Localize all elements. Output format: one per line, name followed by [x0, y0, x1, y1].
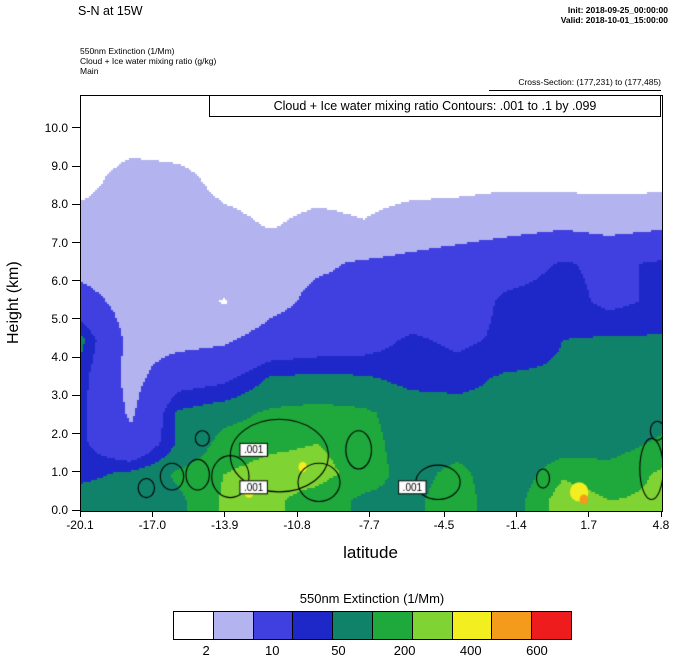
x-tick-label: -20.1: [66, 518, 94, 532]
legend-color-cell: [333, 612, 373, 639]
x-tick: [660, 511, 662, 517]
legend-color-cell: [532, 612, 571, 639]
legend-color-cell: [253, 612, 294, 639]
y-tick: [72, 471, 80, 473]
legend-color-cell: [452, 612, 493, 639]
x-tick: [368, 511, 370, 517]
legend-color-cell: [412, 612, 453, 639]
y-tick-label: 2.0: [51, 426, 68, 441]
y-tick: [72, 280, 80, 282]
legend-colorbar: [173, 611, 572, 640]
cross-section-coordinates-label: Cross-Section: (177,231) to (177,485): [518, 77, 661, 87]
x-tick: [515, 511, 517, 517]
legend-boundary-label: 10: [265, 643, 280, 658]
y-tick: [72, 394, 80, 396]
y-tick: [72, 127, 80, 129]
y-tick: [72, 242, 80, 243]
legend-boundary-label: 600: [526, 643, 548, 658]
plot-area: [80, 95, 663, 512]
x-tick-label: -13.9: [210, 518, 239, 532]
x-tick: [151, 511, 153, 517]
x-tick-label: -1.4: [505, 518, 527, 532]
y-tick-label: 3.0: [51, 388, 68, 403]
contour-note-box: Cloud + Ice water mixing ratio Contours:…: [209, 95, 661, 117]
y-tick: [72, 318, 80, 320]
legend-color-cell: [372, 612, 413, 639]
y-tick-label: 1.0: [51, 464, 68, 479]
legend-boundary-label: 200: [393, 643, 416, 658]
y-tick-label: 9.0: [51, 159, 68, 174]
field-extinction-label: 550nm Extinction (1/Mm): [80, 46, 175, 56]
y-tick-label: 4.0: [51, 350, 68, 365]
y-tick: [72, 203, 80, 205]
y-tick: [72, 356, 80, 358]
field-mixing-ratio-label: Cloud + Ice water mixing ratio (g/kg): [80, 56, 217, 66]
x-tick-label: -10.8: [283, 518, 311, 532]
page-title: S-N at 15W: [78, 4, 143, 18]
legend-color-cell: [213, 612, 254, 639]
y-tick-label: 7.0: [51, 235, 68, 250]
legend-boundary-label: 400: [459, 643, 482, 658]
x-tick: [296, 511, 298, 517]
x-tick: [224, 511, 226, 517]
x-tick-label: -17.0: [138, 518, 166, 532]
x-tick: [443, 511, 445, 517]
y-tick: [72, 509, 80, 511]
cross-section-canvas: [81, 96, 662, 511]
field-descriptions: 550nm Extinction (1/Mm) Cloud + Ice wate…: [80, 46, 216, 76]
run-times: Init: 2018-09-25_00:00:00 Valid: 2018-10…: [561, 5, 668, 25]
y-axis-title: Height (km): [5, 261, 22, 344]
init-time: Init: 2018-09-25_00:00:00: [567, 5, 668, 15]
x-tick-label: 4.8: [652, 518, 670, 532]
y-tick: [72, 433, 80, 435]
y-tick-label: 0.0: [51, 503, 68, 517]
cross-section-divider: [489, 90, 661, 91]
legend-boundary-label: 50: [331, 643, 346, 658]
y-tick: [72, 165, 80, 167]
y-tick-label: 5.0: [51, 311, 68, 326]
x-tick: [79, 511, 81, 517]
y-tick-label: 8.0: [51, 197, 68, 212]
x-tick: [588, 511, 590, 517]
field-domain-label: Main: [80, 66, 99, 76]
y-tick-label: 10.0: [44, 120, 68, 135]
valid-time: Valid: 2018-10-01_15:00:00: [560, 15, 668, 25]
legend-labels: 2 10 50 200 400 600: [173, 643, 570, 658]
y-tick-label: 6.0: [51, 273, 68, 288]
legend-color-cell: [293, 612, 334, 639]
x-axis-title: latitude: [343, 543, 398, 562]
legend-color-cell: [174, 612, 214, 639]
x-tick-label: 1.7: [580, 518, 597, 532]
x-tick-label: -7.7: [358, 518, 380, 532]
legend-color-cell: [492, 612, 533, 639]
legend-title: 550nm Extinction (1/Mm): [299, 591, 445, 606]
legend-boundary-label: 2: [202, 643, 210, 658]
x-tick-label: -4.5: [433, 518, 455, 532]
